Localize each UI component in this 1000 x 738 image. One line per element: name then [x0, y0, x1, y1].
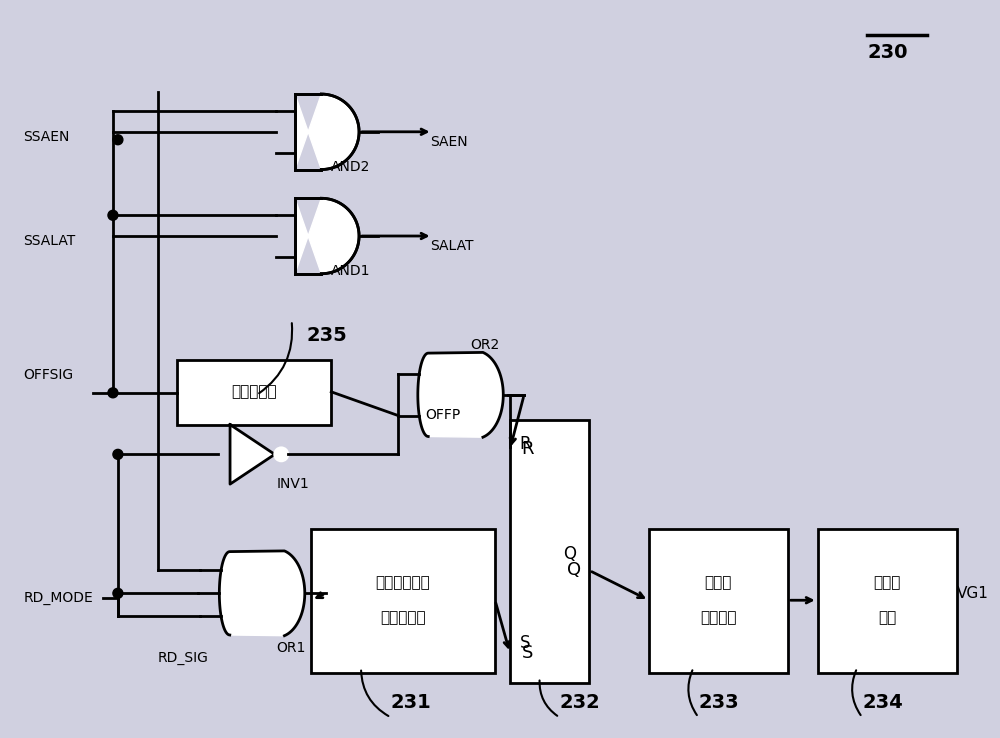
Text: OR1: OR1 [277, 641, 306, 655]
Text: 参考存储胞: 参考存储胞 [380, 610, 426, 626]
Bar [510, 420, 589, 683]
Text: SSALAT: SSALAT [24, 234, 76, 248]
Text: OFFP: OFFP [426, 407, 461, 421]
Bar [649, 529, 788, 673]
Text: 232: 232 [560, 693, 600, 712]
Bar [818, 529, 957, 673]
Text: SALAT: SALAT [431, 239, 474, 253]
Circle shape [113, 449, 123, 459]
Text: AND1: AND1 [331, 263, 371, 277]
Bar [177, 360, 331, 424]
Bar [311, 529, 495, 673]
Text: 231: 231 [391, 693, 432, 712]
Circle shape [113, 135, 123, 145]
Text: SSAEN: SSAEN [24, 130, 70, 144]
Circle shape [113, 588, 123, 599]
Text: 控制器: 控制器 [705, 575, 732, 590]
Text: Q: Q [567, 562, 581, 579]
Circle shape [108, 388, 118, 398]
Text: 234: 234 [862, 693, 903, 712]
Text: R: R [522, 441, 534, 458]
Text: OR2: OR2 [470, 338, 499, 352]
Text: VG1: VG1 [957, 586, 988, 601]
Text: 235: 235 [306, 325, 347, 345]
Circle shape [275, 448, 288, 461]
Text: 脉冲产生器: 脉冲产生器 [231, 384, 277, 399]
Polygon shape [418, 353, 503, 437]
Text: R: R [519, 435, 531, 453]
Text: RD_MODE: RD_MODE [24, 591, 93, 605]
Text: 偏压产生: 偏压产生 [700, 610, 737, 626]
Text: 提供器: 提供器 [873, 575, 901, 590]
Text: 电压: 电压 [878, 610, 896, 626]
Circle shape [108, 210, 118, 220]
Polygon shape [219, 551, 305, 635]
Polygon shape [295, 94, 359, 170]
Text: S: S [520, 634, 530, 652]
Text: 触发逻辑电路: 触发逻辑电路 [375, 575, 430, 590]
Text: AND2: AND2 [331, 159, 371, 173]
Text: 230: 230 [867, 43, 908, 62]
Text: Q: Q [563, 545, 576, 562]
Polygon shape [295, 199, 359, 274]
Text: 233: 233 [698, 693, 739, 712]
Text: OFFSIG: OFFSIG [24, 368, 74, 382]
Text: INV1: INV1 [277, 477, 309, 491]
Text: RD_SIG: RD_SIG [158, 651, 208, 665]
Text: SAEN: SAEN [431, 135, 468, 149]
Polygon shape [230, 424, 275, 484]
Text: S: S [522, 644, 533, 662]
